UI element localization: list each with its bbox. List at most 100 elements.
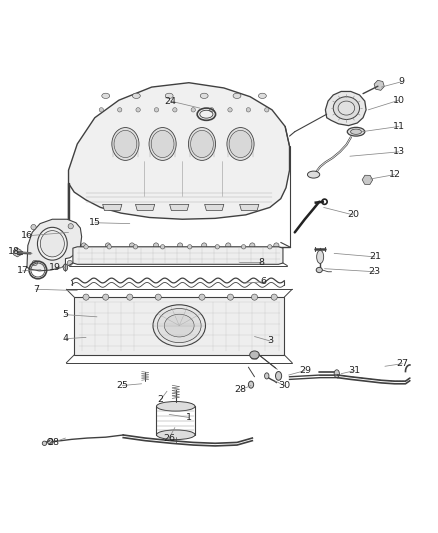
Text: 6: 6 [260, 277, 266, 286]
Circle shape [155, 294, 161, 300]
Text: 11: 11 [392, 122, 404, 131]
Polygon shape [325, 92, 365, 126]
Text: 24: 24 [164, 96, 176, 106]
Text: 5: 5 [62, 310, 68, 319]
Circle shape [177, 243, 182, 248]
Circle shape [67, 261, 72, 265]
Ellipse shape [190, 131, 213, 158]
Circle shape [273, 243, 279, 248]
Text: 10: 10 [392, 96, 404, 104]
Ellipse shape [275, 372, 281, 380]
Text: 2: 2 [157, 395, 163, 405]
Ellipse shape [333, 370, 339, 378]
Circle shape [154, 108, 158, 112]
Ellipse shape [346, 127, 364, 136]
Polygon shape [68, 83, 289, 247]
Polygon shape [169, 204, 188, 211]
Ellipse shape [315, 268, 321, 272]
Text: 4: 4 [62, 334, 68, 343]
Ellipse shape [258, 93, 266, 99]
Text: 27: 27 [396, 359, 407, 368]
Ellipse shape [156, 430, 194, 440]
Polygon shape [135, 204, 154, 211]
Circle shape [31, 224, 36, 230]
Text: 20: 20 [346, 211, 358, 220]
Circle shape [249, 243, 254, 248]
Circle shape [129, 243, 134, 248]
Circle shape [136, 108, 140, 112]
Ellipse shape [114, 131, 137, 158]
Text: 17: 17 [17, 266, 28, 276]
Polygon shape [102, 204, 122, 211]
Text: 16: 16 [21, 231, 33, 240]
Ellipse shape [229, 131, 251, 158]
Ellipse shape [37, 228, 67, 260]
Text: 25: 25 [116, 381, 128, 390]
Circle shape [225, 243, 230, 248]
Ellipse shape [248, 381, 253, 388]
Text: 28: 28 [47, 438, 59, 447]
Circle shape [227, 294, 233, 300]
Ellipse shape [249, 351, 259, 359]
Ellipse shape [165, 93, 173, 99]
Circle shape [84, 245, 88, 249]
Circle shape [32, 261, 37, 265]
Polygon shape [74, 297, 284, 355]
Ellipse shape [63, 264, 67, 271]
Circle shape [271, 294, 277, 300]
Circle shape [267, 245, 272, 249]
Ellipse shape [157, 309, 201, 343]
Circle shape [246, 108, 250, 112]
Circle shape [215, 245, 219, 249]
Ellipse shape [132, 93, 140, 99]
Circle shape [201, 243, 206, 248]
Ellipse shape [350, 129, 360, 134]
Ellipse shape [316, 251, 323, 263]
Circle shape [241, 245, 245, 249]
Circle shape [209, 108, 213, 112]
Ellipse shape [307, 171, 319, 178]
Circle shape [153, 243, 158, 248]
Text: 26: 26 [163, 433, 175, 442]
Circle shape [102, 294, 109, 300]
Circle shape [172, 108, 177, 112]
Ellipse shape [226, 127, 254, 160]
Polygon shape [27, 219, 81, 271]
Text: 3: 3 [266, 336, 272, 345]
Polygon shape [204, 204, 223, 211]
Ellipse shape [264, 373, 268, 379]
Ellipse shape [112, 127, 139, 160]
Circle shape [68, 224, 73, 229]
Text: 19: 19 [49, 263, 61, 272]
Ellipse shape [200, 93, 208, 99]
Circle shape [198, 294, 205, 300]
Ellipse shape [332, 96, 359, 119]
Text: 12: 12 [388, 170, 399, 179]
Circle shape [251, 294, 257, 300]
Circle shape [191, 108, 195, 112]
Ellipse shape [149, 127, 176, 160]
Text: 9: 9 [397, 77, 403, 86]
Circle shape [160, 245, 164, 249]
Text: 28: 28 [234, 385, 246, 394]
Ellipse shape [188, 127, 215, 160]
Ellipse shape [164, 314, 194, 337]
Text: 8: 8 [258, 257, 264, 266]
Circle shape [133, 245, 138, 249]
Ellipse shape [151, 131, 173, 158]
Circle shape [187, 245, 191, 249]
Text: 30: 30 [278, 381, 290, 390]
Polygon shape [73, 247, 283, 264]
Text: 7: 7 [32, 285, 39, 294]
Circle shape [117, 108, 122, 112]
Circle shape [99, 108, 103, 112]
Ellipse shape [337, 101, 354, 115]
Circle shape [107, 245, 111, 249]
Circle shape [264, 108, 268, 112]
Polygon shape [239, 204, 258, 211]
Circle shape [105, 243, 110, 248]
Text: 15: 15 [88, 218, 101, 227]
Text: 18: 18 [8, 247, 20, 256]
Text: 29: 29 [298, 366, 310, 375]
Circle shape [83, 294, 89, 300]
